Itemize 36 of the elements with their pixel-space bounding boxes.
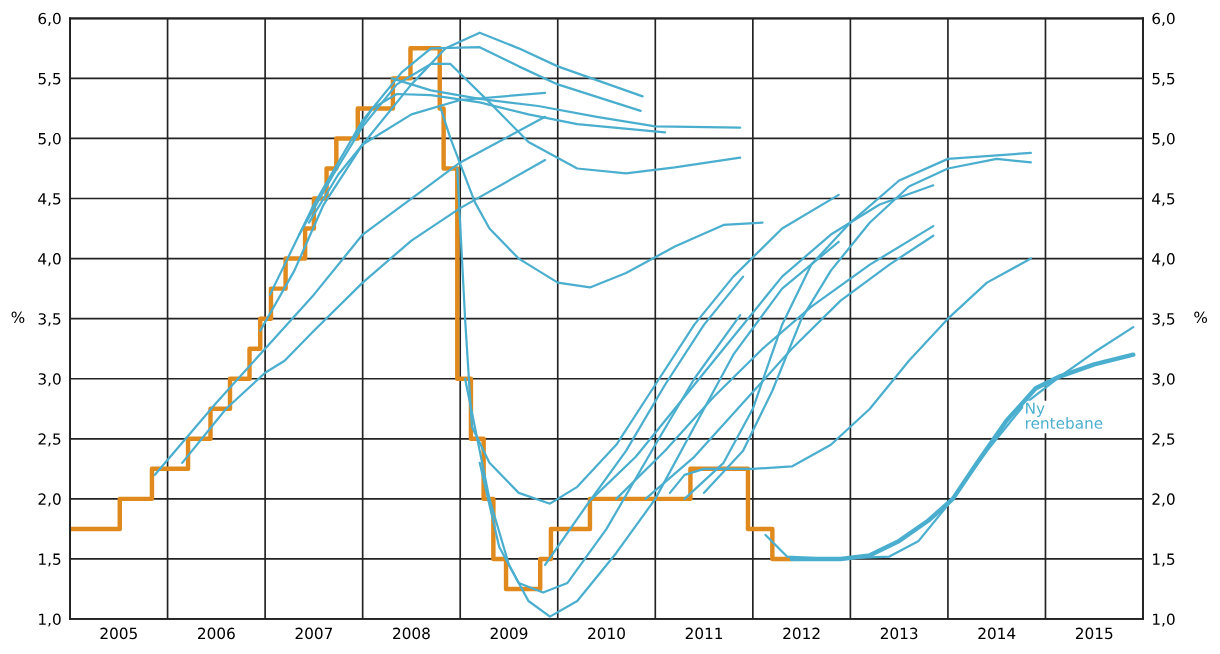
y-tick-label: 1,0 (39, 613, 61, 627)
y-tick-label: 6,0 (38, 12, 61, 26)
y-tick-label: 5,5 (38, 73, 61, 86)
x-tick-label: 2015 (1075, 627, 1113, 640)
x-tick-label: 2007 (295, 627, 333, 640)
x-tick-label: 2006 (198, 627, 235, 640)
y2-tick-label: 1,0 (1153, 613, 1175, 627)
x-tick-label: 2005 (100, 627, 137, 640)
y2-axis-title: % (1194, 311, 1208, 324)
y-tick-label: 2,5 (38, 433, 61, 447)
x-tick-label: 2013 (880, 627, 918, 640)
y-tick-label: 1,5 (39, 553, 61, 567)
y2-tick-label: 5,5 (1152, 73, 1175, 86)
y-tick-label: 4,0 (38, 253, 61, 267)
y-tick-label: 3,0 (38, 373, 61, 387)
y-tick-label: 4,5 (38, 193, 61, 207)
y-axis-title: % (11, 311, 25, 324)
y2-tick-label: 2,0 (1152, 493, 1175, 507)
series-label: Ny rentebane (1025, 402, 1103, 429)
y2-tick-label: 4,0 (1152, 253, 1175, 267)
x-tick-label: 2008 (393, 627, 430, 640)
y2-tick-label: 5,0 (1152, 132, 1175, 147)
y2-tick-label: 6,0 (1152, 12, 1175, 26)
y-tick-label: 2,0 (38, 493, 61, 507)
y-tick-label: 5,0 (38, 132, 61, 147)
y2-tick-label: 4,5 (1152, 193, 1175, 207)
y2-tick-label: 3,5 (1152, 313, 1175, 327)
x-tick-label: 2009 (490, 627, 528, 640)
x-tick-label: 2010 (588, 627, 625, 640)
y-tick-label: 3,5 (38, 313, 61, 327)
y2-tick-label: 1,5 (1153, 553, 1175, 567)
x-tick-label: 2014 (978, 627, 1016, 640)
y2-tick-label: 2,5 (1152, 433, 1175, 447)
x-tick-label: 2012 (783, 627, 820, 640)
y2-tick-label: 3,0 (1152, 373, 1175, 387)
x-tick-label: 2011 (685, 627, 723, 640)
